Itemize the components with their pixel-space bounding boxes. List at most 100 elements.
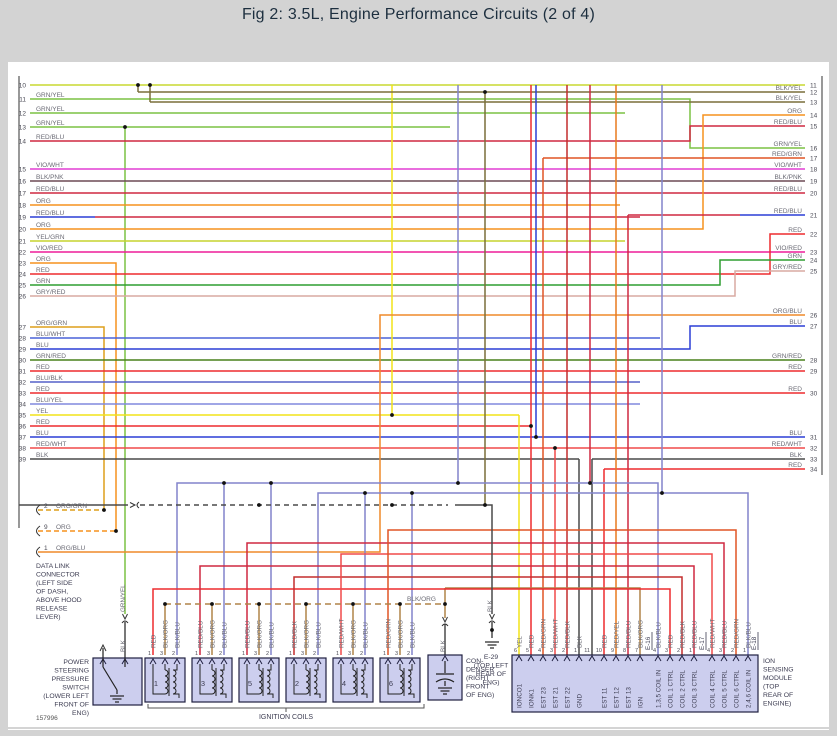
right-pin-number: 27 <box>810 324 818 331</box>
junction-dot <box>410 491 414 495</box>
left-pin-number: 14 <box>19 139 27 146</box>
coil-pin-number: 2 <box>172 651 175 657</box>
left-pin-number: 17 <box>19 191 27 198</box>
junction-dot <box>363 491 367 495</box>
right-pin-number: 13 <box>810 100 818 107</box>
wire <box>152 588 671 655</box>
dlc-pin-socket-icon <box>36 546 41 558</box>
coil-pin-number: 3 <box>301 651 304 657</box>
left-wire-label: RED/WHT <box>36 441 66 448</box>
junction-dot <box>534 435 538 439</box>
pin-arrow-icon <box>384 658 392 665</box>
module-pin-color: RED/BLK <box>680 620 687 648</box>
right-wire-label: BLK/YEL <box>776 85 803 92</box>
dlc-caption: RELEASE <box>36 606 68 613</box>
pin-arrow-icon <box>314 658 322 665</box>
left-wire-label: RED/BLU <box>36 210 64 217</box>
module-pin-function: EST 13 <box>626 687 633 708</box>
coil-pin-number: 1 <box>195 651 198 657</box>
pin-arrow-icon <box>161 658 169 665</box>
dlc-pin-number: 9 <box>44 524 48 531</box>
wire <box>317 492 749 655</box>
coil-pin3-color: BLK/ORG <box>351 620 358 648</box>
left-pin-number: 21 <box>19 239 27 246</box>
module-pin-number: 4 <box>707 648 710 654</box>
module-pin-number: 10 <box>596 648 602 654</box>
coil-number: 3 <box>201 679 205 688</box>
left-wire-label: RED <box>36 386 50 393</box>
left-wire-label: BLU <box>36 342 49 349</box>
junction-dot <box>398 602 402 606</box>
right-wire-label: BLK/PNK <box>775 174 803 181</box>
junction-dot <box>222 481 226 485</box>
condenser-caption: DENSER <box>466 667 494 674</box>
right-wire-label: RED/WHT <box>772 441 802 448</box>
right-pin-number: 18 <box>810 167 818 174</box>
right-pin-number: 12 <box>810 90 818 97</box>
module-pin-color: YEL <box>517 636 524 648</box>
wire <box>30 259 805 286</box>
pin-arrow-icon <box>396 658 404 665</box>
switch-caption: FRONT OF <box>54 702 89 709</box>
pin-arrow-icon <box>441 655 449 662</box>
pin-arrow-icon <box>563 655 571 662</box>
left-wire-label: ORG <box>36 198 51 205</box>
coil-pin-number: 2 <box>407 651 410 657</box>
pin-arrow-icon <box>624 655 632 662</box>
module-pin-color: RED/BLK <box>565 620 572 648</box>
wire <box>30 270 805 297</box>
coil-pin2-color: BLK/BLU <box>269 622 276 648</box>
module-pin-color: BLK/ORG <box>638 620 645 648</box>
module-caption: SENSING <box>763 667 794 674</box>
coil-pin3-color: BLK/ORG <box>163 620 170 648</box>
coil-pin1-color: RED/WHT <box>339 618 346 648</box>
coil-pin-number: 3 <box>348 651 351 657</box>
pin-arrow-icon <box>255 658 263 665</box>
left-wire-label: RED/BLU <box>36 134 64 141</box>
coil-winding-icon <box>266 669 271 695</box>
dlc-pin-socket-icon <box>36 525 41 537</box>
right-pin-number: 29 <box>810 369 818 376</box>
pin-arrow-icon <box>744 655 752 662</box>
coil-pin3-color: BLK/ORG <box>398 620 405 648</box>
right-pin-number: 21 <box>810 213 818 220</box>
module-pin-color: RED/GRN <box>734 619 741 648</box>
module-pin-number: 1 <box>689 648 692 654</box>
coil-pin2-color: BLK/BLU <box>316 622 323 648</box>
right-wire-label: VIO/RED <box>775 245 802 252</box>
coil-pin3-color: BLK/ORG <box>304 620 311 648</box>
right-wire-label: ORG/BLU <box>773 308 803 315</box>
wire <box>293 576 683 655</box>
junction-dot <box>553 446 557 450</box>
coil-pin1-color: RED/BLU <box>198 620 205 648</box>
dlc-pin-number: 2 <box>44 503 48 510</box>
left-wire-label: BLU/BLK <box>36 375 63 382</box>
module-pin-function: 2,4,6 COIL IN <box>746 669 753 708</box>
junction-dot <box>210 602 214 606</box>
right-wire-label: BLU <box>789 319 802 326</box>
pin-arrow-icon <box>361 658 369 665</box>
junction-dot <box>351 602 355 606</box>
module-pin-number: 1 <box>743 648 746 654</box>
module-pin-number: 5 <box>526 648 529 654</box>
module-pin-function: IGN <box>638 696 645 708</box>
inline-connector-icon <box>129 501 140 509</box>
coil-pin2-color: BLK/BLU <box>175 622 182 648</box>
left-wire-label: YEL <box>36 408 49 415</box>
coil-winding-icon <box>305 669 310 695</box>
right-wire-label: BLK/YEL <box>776 95 803 102</box>
junction-dot <box>483 503 487 507</box>
junction-dot <box>102 508 106 512</box>
left-pin-number: 11 <box>19 97 26 104</box>
ground-caption: ENG) <box>483 680 500 687</box>
left-wire-label: YEL/GRN <box>36 234 65 241</box>
junction-dot <box>304 602 308 606</box>
right-pin-number: 28 <box>810 358 818 365</box>
connector-tag: E-16 <box>645 636 652 650</box>
module-pin-function: IONK1 <box>529 689 536 708</box>
left-wire-label: GRN/RED <box>36 353 66 360</box>
ignition-coil: 1 3 2 RED/BLU BLK/ORG BLK/BLU 5 <box>238 620 280 703</box>
left-pin-number: 12 <box>19 111 27 118</box>
right-wire-label: BLU <box>789 430 802 437</box>
left-pin-number: 10 <box>19 83 27 90</box>
